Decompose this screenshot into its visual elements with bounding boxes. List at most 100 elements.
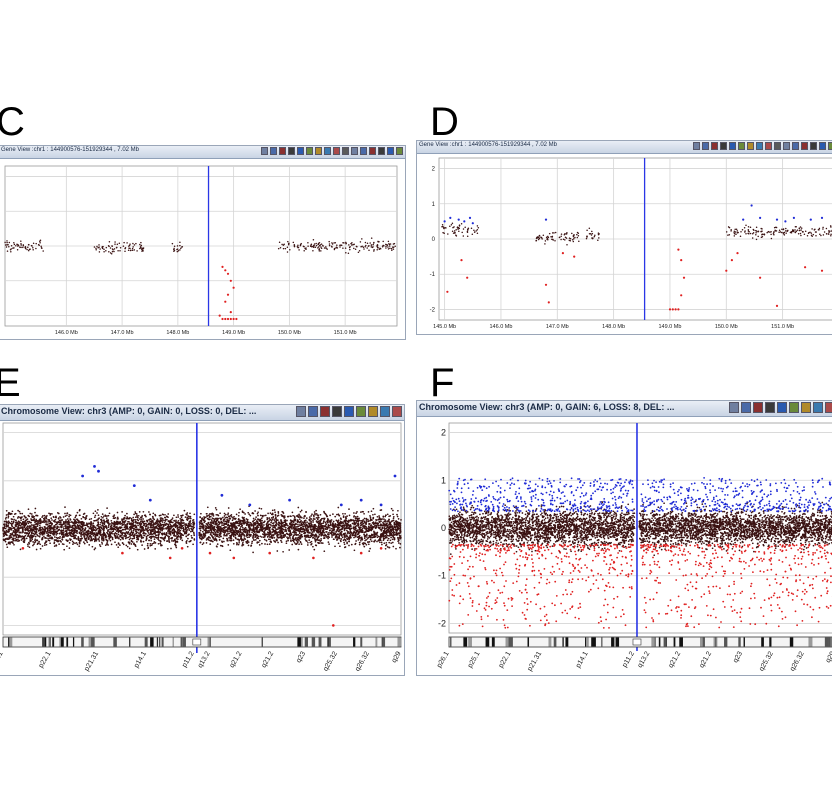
toolbar-tool-icon[interactable]	[344, 406, 354, 417]
toolbar-tool-icon[interactable]	[693, 142, 700, 150]
normal-probe-point	[730, 228, 732, 231]
normal-probe-point	[544, 240, 547, 242]
toolbar-tool-icon[interactable]	[792, 142, 799, 150]
normal-probe-point	[249, 521, 252, 524]
toolbar-tool-icon[interactable]	[288, 147, 295, 155]
toolbar-tool-icon[interactable]	[369, 147, 376, 155]
normal-probe-point	[68, 526, 71, 529]
normal-probe-point	[68, 529, 70, 531]
toolbar-tool-icon[interactable]	[360, 147, 367, 155]
normal-probe-point	[146, 519, 149, 522]
toolbar-tool-icon[interactable]	[711, 142, 718, 150]
normal-probe-point	[272, 524, 275, 527]
normal-probe-point	[392, 513, 394, 516]
normal-probe-point	[103, 250, 105, 253]
normal-probe-point	[149, 529, 152, 532]
normal-probe-point	[90, 517, 93, 520]
normal-probe-point	[309, 541, 312, 544]
toolbar-tool-icon[interactable]	[296, 406, 306, 417]
normal-probe-point	[258, 544, 261, 546]
loss-probe-point	[232, 286, 235, 289]
normal-probe-point	[69, 534, 72, 536]
toolbar-tool-icon[interactable]	[324, 147, 331, 155]
normal-probe-point	[822, 226, 824, 229]
normal-probe-point	[51, 513, 53, 515]
normal-probe-point	[26, 543, 29, 546]
toolbar-tool-icon[interactable]	[729, 142, 736, 150]
toolbar-tool-icon[interactable]	[396, 147, 403, 155]
toolbar-tool-icon[interactable]	[333, 147, 340, 155]
toolbar-tool-icon[interactable]	[279, 147, 286, 155]
toolbar-tool-icon[interactable]	[387, 147, 394, 155]
normal-probe-point	[263, 520, 266, 523]
normal-probe-point	[212, 522, 215, 525]
gain-probe-point	[468, 216, 472, 219]
toolbar-tool-icon[interactable]	[819, 142, 826, 150]
toolbar-tool-icon[interactable]	[702, 142, 709, 150]
panel-e-toolbar-icons[interactable]	[296, 406, 402, 417]
normal-probe-point	[242, 541, 244, 544]
normal-probe-point	[577, 235, 580, 237]
normal-probe-point	[312, 514, 315, 517]
toolbar-tool-icon[interactable]	[342, 147, 349, 155]
normal-probe-point	[211, 535, 213, 538]
toolbar-tool-icon[interactable]	[765, 142, 772, 150]
toolbar-tool-icon[interactable]	[332, 406, 342, 417]
toolbar-tool-icon[interactable]	[747, 142, 754, 150]
toolbar-tool-icon[interactable]	[320, 406, 330, 417]
normal-probe-point	[374, 539, 377, 542]
normal-probe-point	[320, 542, 323, 544]
normal-probe-point	[20, 519, 22, 522]
normal-probe-point	[173, 245, 176, 248]
normal-probe-point	[725, 231, 728, 233]
normal-probe-point	[388, 546, 390, 549]
toolbar-tool-icon[interactable]	[378, 147, 385, 155]
loss-probe-point	[736, 252, 739, 255]
toolbar-tool-icon[interactable]	[720, 142, 727, 150]
normal-probe-point	[467, 229, 469, 231]
normal-probe-point	[102, 536, 104, 538]
toolbar-tool-icon[interactable]	[810, 142, 817, 150]
toolbar-tool-icon[interactable]	[351, 147, 358, 155]
normal-probe-point	[183, 532, 186, 535]
normal-probe-point	[334, 522, 337, 525]
toolbar-tool-icon[interactable]	[356, 406, 366, 417]
normal-probe-point	[33, 533, 36, 536]
normal-probe-point	[336, 513, 338, 516]
normal-probe-point	[36, 534, 39, 537]
normal-probe-point	[466, 235, 469, 237]
normal-probe-point	[303, 250, 305, 252]
toolbar-tool-icon[interactable]	[783, 142, 790, 150]
normal-probe-point	[304, 538, 307, 540]
normal-probe-point	[71, 521, 73, 524]
toolbar-tool-icon[interactable]	[368, 406, 378, 417]
toolbar-tool-icon[interactable]	[315, 147, 322, 155]
panel-c-toolbar-icons[interactable]	[261, 147, 403, 155]
normal-probe-point	[757, 235, 759, 238]
normal-probe-point	[90, 537, 93, 540]
toolbar-tool-icon[interactable]	[392, 406, 402, 417]
toolbar-tool-icon[interactable]	[270, 147, 277, 155]
normal-probe-point	[780, 231, 783, 234]
toolbar-tool-icon[interactable]	[801, 142, 808, 150]
normal-probe-point	[369, 547, 371, 550]
toolbar-tool-icon[interactable]	[756, 142, 763, 150]
toolbar-tool-icon[interactable]	[308, 406, 318, 417]
toolbar-tool-icon[interactable]	[306, 147, 313, 155]
normal-probe-point	[93, 524, 95, 527]
panel-d-toolbar-icons[interactable]	[693, 142, 832, 150]
toolbar-tool-icon[interactable]	[774, 142, 781, 150]
toolbar-tool-icon[interactable]	[261, 147, 268, 155]
normal-probe-point	[92, 528, 95, 531]
normal-probe-point	[328, 524, 331, 527]
toolbar-tool-icon[interactable]	[828, 142, 832, 150]
toolbar-tool-icon[interactable]	[297, 147, 304, 155]
toolbar-tool-icon[interactable]	[380, 406, 390, 417]
normal-probe-point	[17, 535, 20, 538]
normal-probe-point	[290, 515, 292, 518]
normal-probe-point	[537, 238, 540, 241]
toolbar-tool-icon[interactable]	[738, 142, 745, 150]
normal-probe-point	[76, 543, 79, 546]
normal-probe-point	[54, 516, 57, 519]
normal-probe-point	[454, 231, 456, 234]
